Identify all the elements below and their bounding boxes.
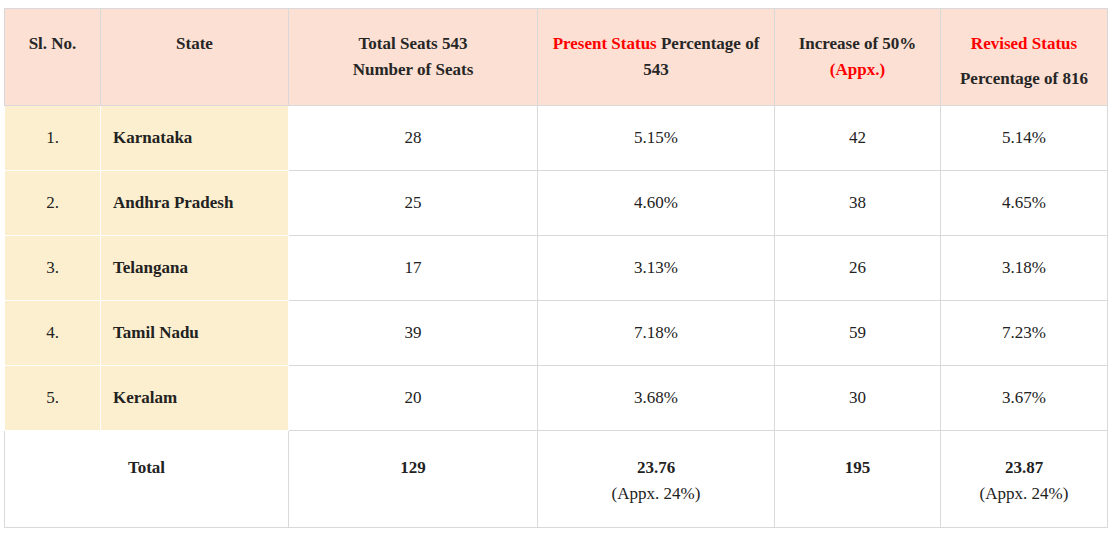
total-revised-value: 23.87 — [942, 455, 1106, 481]
table-body: 1. Karnataka 28 5.15% 42 5.14% 2. Andhra… — [5, 106, 1108, 528]
cell-present-pct: 3.68% — [538, 366, 775, 431]
cell-state: Telangana — [101, 236, 289, 301]
cell-increase: 30 — [775, 366, 941, 431]
cell-state: Karnataka — [101, 106, 289, 171]
present-status-red-label: Present Status — [553, 34, 657, 53]
cell-seats: 17 — [289, 236, 538, 301]
cell-present-pct: 7.18% — [538, 301, 775, 366]
total-label-cell: Total — [5, 431, 289, 528]
cell-sl-no: 1. — [5, 106, 101, 171]
table-row: 5. Keralam 20 3.68% 30 3.67% — [5, 366, 1108, 431]
header-present-line1: Present Status Percentage of — [546, 31, 766, 57]
cell-seats: 39 — [289, 301, 538, 366]
cell-present-pct: 4.60% — [538, 171, 775, 236]
header-total-seats-line1: Total Seats 543 — [297, 31, 529, 57]
cell-present-pct: 3.13% — [538, 236, 775, 301]
cell-increase: 42 — [775, 106, 941, 171]
total-seats-cell: 129 — [289, 431, 538, 528]
cell-revised-pct: 3.67% — [941, 366, 1108, 431]
cell-state: Andhra Pradesh — [101, 171, 289, 236]
cell-sl-no: 4. — [5, 301, 101, 366]
total-increase-cell: 195 — [775, 431, 941, 528]
cell-sl-no: 2. — [5, 171, 101, 236]
cell-present-pct: 5.15% — [538, 106, 775, 171]
cell-sl-no: 3. — [5, 236, 101, 301]
total-present-note: (Appx. 24%) — [539, 481, 773, 507]
table-row: 4. Tamil Nadu 39 7.18% 59 7.23% — [5, 301, 1108, 366]
cell-state: Keralam — [101, 366, 289, 431]
cell-seats: 25 — [289, 171, 538, 236]
table-row: 3. Telangana 17 3.13% 26 3.18% — [5, 236, 1108, 301]
header-increase-appx-label: (Appx.) — [783, 57, 932, 83]
header-present-line2: 543 — [546, 57, 766, 83]
table-row: 2. Andhra Pradesh 25 4.60% 38 4.65% — [5, 171, 1108, 236]
header-state-label: State — [176, 34, 213, 53]
header-row: Sl. No. State Total Seats 543 Number of … — [5, 9, 1108, 106]
total-present-cell: 23.76 (Appx. 24%) — [538, 431, 775, 528]
cell-seats: 20 — [289, 366, 538, 431]
header-revised-line2: Percentage of 816 — [949, 66, 1099, 92]
present-status-rest-label: Percentage of — [661, 34, 759, 53]
header-cell-revised-status: Revised Status Percentage of 816 — [941, 9, 1108, 106]
table-header: Sl. No. State Total Seats 543 Number of … — [5, 9, 1108, 106]
page: Sl. No. State Total Seats 543 Number of … — [0, 0, 1114, 535]
header-sl-no-label: Sl. No. — [29, 34, 77, 53]
cell-revised-pct: 5.14% — [941, 106, 1108, 171]
cell-state: Tamil Nadu — [101, 301, 289, 366]
total-row: Total 129 23.76 (Appx. 24%) 195 23.87 (A… — [5, 431, 1108, 528]
table-row: 1. Karnataka 28 5.15% 42 5.14% — [5, 106, 1108, 171]
header-cell-increase: Increase of 50% (Appx.) — [775, 9, 941, 106]
seats-table: Sl. No. State Total Seats 543 Number of … — [4, 8, 1108, 528]
header-cell-state: State — [101, 9, 289, 106]
cell-increase: 26 — [775, 236, 941, 301]
cell-revised-pct: 4.65% — [941, 171, 1108, 236]
cell-revised-pct: 3.18% — [941, 236, 1108, 301]
total-revised-cell: 23.87 (Appx. 24%) — [941, 431, 1108, 528]
cell-revised-pct: 7.23% — [941, 301, 1108, 366]
total-present-value: 23.76 — [539, 455, 773, 481]
header-cell-total-seats: Total Seats 543 Number of Seats — [289, 9, 538, 106]
total-revised-note: (Appx. 24%) — [942, 481, 1106, 507]
header-total-seats-line2: Number of Seats — [297, 57, 529, 83]
cell-increase: 59 — [775, 301, 941, 366]
revised-status-red-label: Revised Status — [949, 31, 1099, 57]
cell-increase: 38 — [775, 171, 941, 236]
cell-sl-no: 5. — [5, 366, 101, 431]
header-cell-sl-no: Sl. No. — [5, 9, 101, 106]
header-cell-present-status: Present Status Percentage of 543 — [538, 9, 775, 106]
header-increase-line1: Increase of 50% — [783, 31, 932, 57]
cell-seats: 28 — [289, 106, 538, 171]
